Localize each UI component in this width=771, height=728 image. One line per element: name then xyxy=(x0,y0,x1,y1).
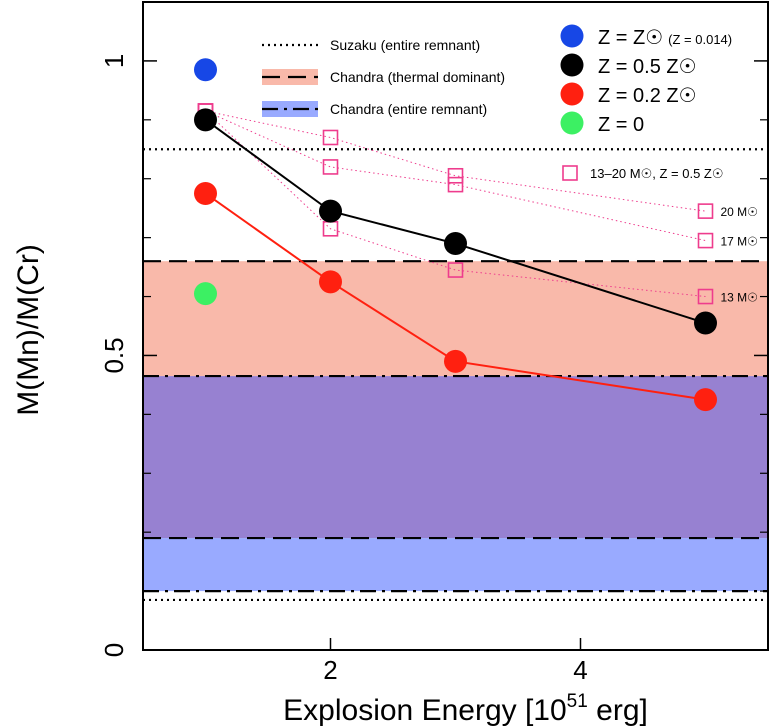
progenitor-marker-0-2 xyxy=(447,167,464,184)
series-point-2-2 xyxy=(444,349,467,373)
reference-lines xyxy=(143,148,768,602)
band-chandra-entire xyxy=(143,538,768,592)
series-point-1-3 xyxy=(694,311,717,335)
y-tick-label-2: 1 xyxy=(99,54,129,68)
progenitor-marker-0-1 xyxy=(322,129,339,146)
series-point-0-0 xyxy=(194,58,217,82)
legend-point-marker-0 xyxy=(560,24,584,48)
data-series: 20 M☉ 17 M☉ 13 M☉ xyxy=(194,58,758,412)
x-axis-label: Explosion Energy [1051 erg] xyxy=(283,691,648,727)
progenitor-label-1: 17 M☉ xyxy=(721,235,758,249)
progenitor-marker-2-3 xyxy=(697,288,714,305)
legend-point-label-1: Z = 0.5 Z☉ xyxy=(598,56,697,78)
legend-point-label-3: Z = 0 xyxy=(598,114,644,136)
y-tick-label-1: 0.5 xyxy=(99,337,129,373)
shaded-bands xyxy=(143,261,768,592)
series-point-2-0 xyxy=(194,181,217,205)
legend-line-label-1: Chandra (thermal dominant) xyxy=(330,69,505,85)
progenitor-marker-1-3 xyxy=(697,232,714,249)
x-axis-label-exponent: 51 xyxy=(567,691,588,712)
axis-labels: Explosion Energy [1051 erg] M(Mn)/M(Cr) xyxy=(12,244,648,727)
legend-line-label-2: Chandra (entire remnant) xyxy=(330,101,487,117)
series-line-1 xyxy=(204,119,706,325)
series-point-1-0 xyxy=(194,108,217,132)
progenitor-track-1 xyxy=(205,110,706,242)
y-axis-label: M(Mn)/M(Cr) xyxy=(12,244,45,416)
progenitor-marker-1-2 xyxy=(447,176,464,193)
band-overlap xyxy=(143,376,768,539)
series-point-1-1 xyxy=(319,199,342,223)
legend-progenitor-marker xyxy=(562,165,578,181)
progenitor-marker-1-1 xyxy=(322,159,339,175)
series-point-2-3 xyxy=(694,388,717,412)
x-tick-label-0: 2 xyxy=(323,655,337,685)
legend-point-marker-2 xyxy=(560,82,584,106)
progenitor-label-0: 20 M☉ xyxy=(721,205,758,219)
progenitor-marker-2-2 xyxy=(447,262,464,278)
x-tick-label-1: 4 xyxy=(573,655,587,685)
progenitor-track-0 xyxy=(205,110,706,212)
legend-swatch-2 xyxy=(262,101,318,117)
legend: Suzaku (entire remnant) Chandra (thermal … xyxy=(262,24,732,181)
legend-point-marker-1 xyxy=(560,53,584,77)
progenitor-marker-0-3 xyxy=(697,203,714,219)
plot-frame xyxy=(142,1,769,651)
legend-progenitor-label: 13–20 M☉, Z = 0.5 Z☉ xyxy=(590,166,724,181)
legend-line-label-0: Suzaku (entire remnant) xyxy=(330,37,480,53)
progenitor-track-2 xyxy=(205,110,706,298)
series-point-2-1 xyxy=(319,270,342,294)
series-point-1-2 xyxy=(444,232,467,256)
progenitor-label-2: 13 M☉ xyxy=(721,291,758,305)
legend-point-marker-3 xyxy=(560,111,584,135)
y-tick-label-0: 0 xyxy=(99,643,129,657)
legend-point-label-2: Z = 0.2 Z☉ xyxy=(598,85,697,107)
legend-point-sublabel-0: (Z = 0.014) xyxy=(668,32,732,47)
legend-point-label-0: Z = Z☉ (Z = 0.014) xyxy=(598,27,732,49)
axes: 2 4 0 0.5 1 xyxy=(99,54,768,685)
series-point-3-0 xyxy=(194,282,217,306)
series-line-2 xyxy=(204,192,706,401)
